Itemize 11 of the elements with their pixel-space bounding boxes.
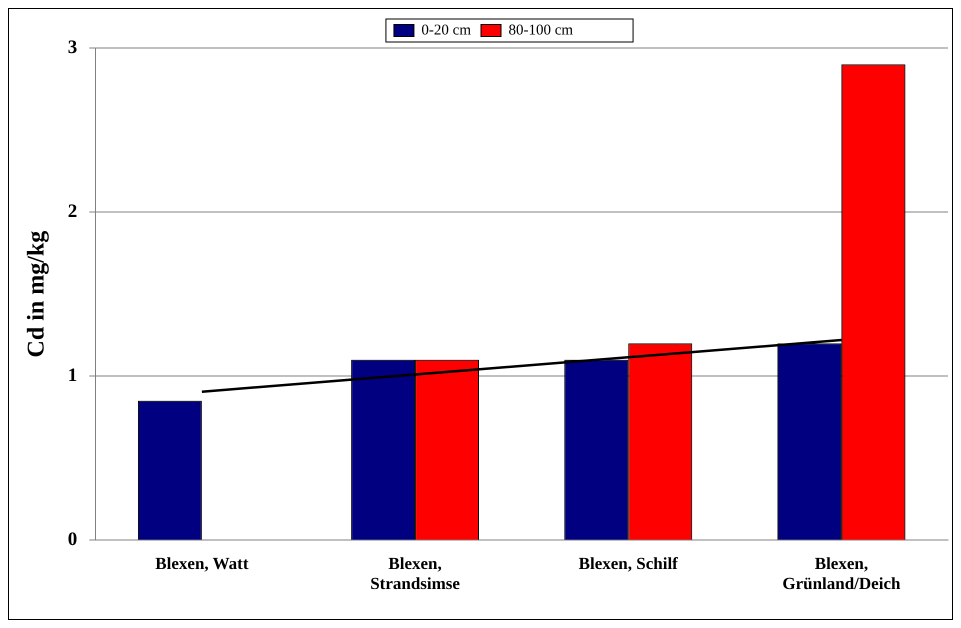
x-tick-label: Blexen, Schilf xyxy=(578,554,678,573)
legend-label: 80-100 cm xyxy=(508,22,574,38)
x-tick-label: Blexen, Strandsimse xyxy=(370,554,460,594)
y-tick-label: 0 xyxy=(68,529,78,550)
x-tick-label: Blexen, Watt xyxy=(155,554,249,573)
y-tick-label: 1 xyxy=(68,365,78,386)
x-tick-label: Blexen, Grünland/Deich xyxy=(782,554,901,594)
y-tick-label: 2 xyxy=(68,200,78,222)
y-tick-label: 3 xyxy=(68,36,78,58)
legend-label: 0-20 cm xyxy=(421,22,472,38)
y-axis-title: Cd in mg/kg xyxy=(24,230,50,358)
